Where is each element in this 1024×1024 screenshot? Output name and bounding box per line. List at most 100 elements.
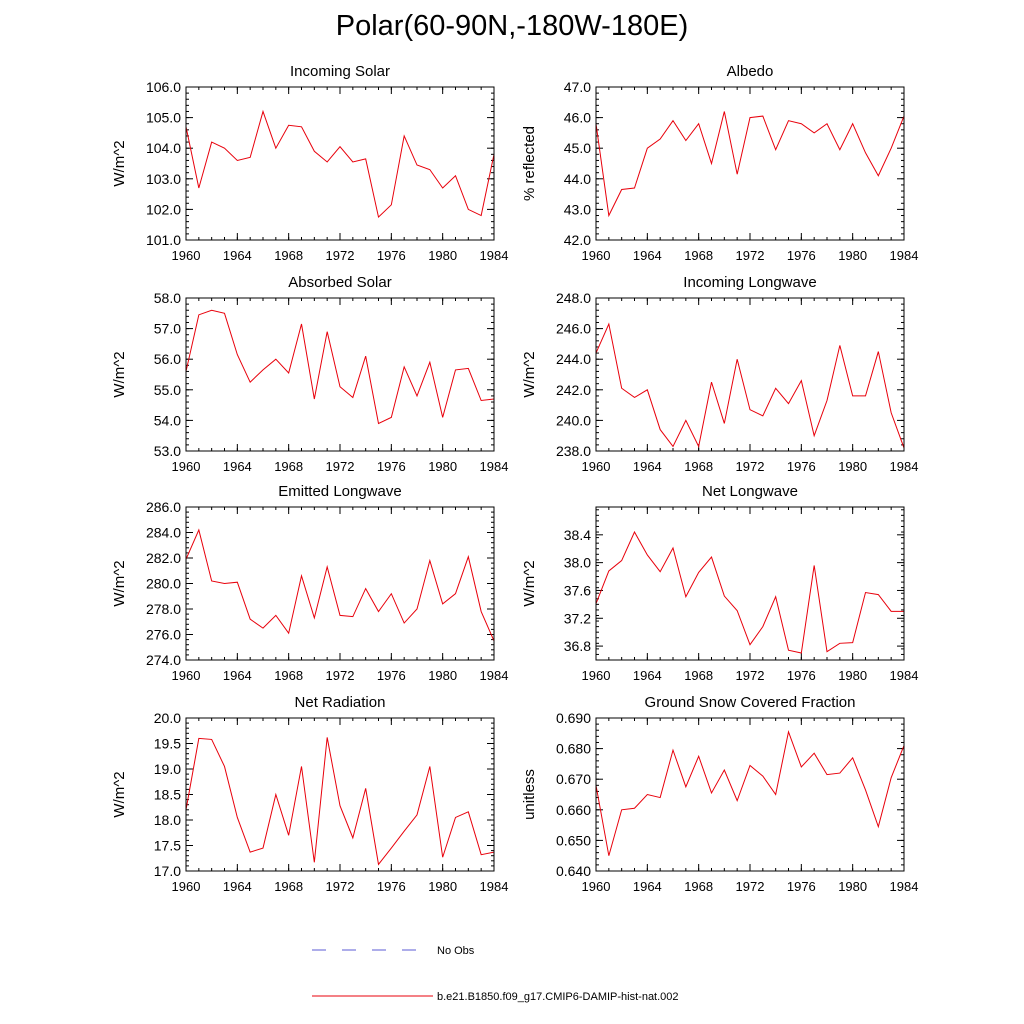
y-tick-label: 278.0 <box>146 601 181 617</box>
x-tick-label: 1972 <box>736 459 765 474</box>
y-tick-label: 53.0 <box>154 443 181 459</box>
y-tick-label: 17.5 <box>154 838 181 854</box>
panel-5: Net Longwave W/m^2 1960 1964 1968 1972 1976 198… <box>521 483 918 683</box>
y-tick-label: 0.640 <box>556 863 591 879</box>
y-tick-label: 37.6 <box>564 582 591 598</box>
x-tick-label: 1964 <box>223 879 252 894</box>
plot-frame <box>595 506 905 661</box>
legend-label: No Obs <box>437 945 475 957</box>
x-tick-label: 1980 <box>428 248 457 263</box>
x-tick-label: 1960 <box>582 459 611 474</box>
y-tick-label: 101.0 <box>146 232 181 248</box>
y-tick-label: 106.0 <box>146 79 181 95</box>
y-tick-label: 0.670 <box>556 771 591 787</box>
panel-0: Incoming Solar W/m^2 1960 1964 1968 1972 1976 1… <box>111 63 508 263</box>
panel-2: Absorbed Solar W/m^2 1960 1964 1968 1972 1976 1… <box>111 274 508 474</box>
x-tick-label: 1960 <box>172 668 201 683</box>
y-tick-label: 0.690 <box>556 710 591 726</box>
y-tick-label: 104.0 <box>146 140 181 156</box>
y-axis-label: W/m^2 <box>111 771 128 817</box>
x-tick-label: 1984 <box>480 879 509 894</box>
x-tick-label: 1984 <box>480 668 509 683</box>
x-tick-label: 1964 <box>633 879 662 894</box>
plot-frame <box>185 506 495 661</box>
x-tick-label: 1980 <box>428 668 457 683</box>
plot-frame <box>185 297 495 452</box>
y-axis-label: unitless <box>521 769 538 820</box>
y-tick-label: 244.0 <box>556 351 591 367</box>
y-axis-label: % reflected <box>521 126 538 201</box>
series-line <box>595 111 905 218</box>
y-tick-label: 0.660 <box>556 802 591 818</box>
y-tick-label: 38.4 <box>564 527 591 543</box>
x-tick-label: 1972 <box>736 668 765 683</box>
y-tick-label: 0.650 <box>556 832 591 848</box>
y-axis-label: W/m^2 <box>111 140 128 186</box>
y-tick-label: 276.0 <box>146 627 181 643</box>
series-line <box>185 528 495 642</box>
y-tick-label: 43.0 <box>564 201 591 217</box>
x-tick-label: 1964 <box>633 459 662 474</box>
x-tick-label: 1964 <box>633 248 662 263</box>
x-tick-label: 1968 <box>274 879 303 894</box>
series-line <box>595 322 905 449</box>
y-tick-label: 19.5 <box>154 736 181 752</box>
panel-title: Emitted Longwave <box>278 483 401 500</box>
x-tick-label: 1984 <box>480 248 509 263</box>
y-tick-label: 46.0 <box>564 110 591 126</box>
series-line <box>595 729 905 856</box>
x-tick-label: 1968 <box>684 459 713 474</box>
x-tick-label: 1968 <box>274 668 303 683</box>
x-tick-label: 1960 <box>582 668 611 683</box>
y-tick-label: 246.0 <box>556 321 591 337</box>
legend: No Obs b.e21.B1850.f09_g17.CMIP6-DAMIP-hi… <box>312 945 679 1003</box>
panel-title: Incoming Longwave <box>683 274 816 291</box>
y-tick-label: 57.0 <box>154 321 181 337</box>
x-tick-label: 1980 <box>428 879 457 894</box>
y-tick-label: 56.0 <box>154 351 181 367</box>
x-tick-label: 1972 <box>736 248 765 263</box>
x-tick-label: 1960 <box>582 248 611 263</box>
y-axis-label: W/m^2 <box>111 351 128 397</box>
x-tick-label: 1980 <box>838 459 867 474</box>
x-tick-label: 1976 <box>787 248 816 263</box>
panel-7: Ground Snow Covered Fraction unitless 1960… <box>521 694 918 894</box>
x-tick-label: 1976 <box>787 459 816 474</box>
x-tick-label: 1972 <box>736 879 765 894</box>
x-tick-label: 1984 <box>890 459 919 474</box>
series-line <box>595 530 904 654</box>
x-tick-label: 1976 <box>377 248 406 263</box>
x-tick-label: 1960 <box>172 248 201 263</box>
x-tick-label: 1984 <box>480 459 509 474</box>
panel-title: Absorbed Solar <box>288 274 391 291</box>
y-tick-label: 18.5 <box>154 787 181 803</box>
x-tick-label: 1960 <box>582 879 611 894</box>
x-tick-label: 1984 <box>890 879 919 894</box>
plot-frame <box>185 86 495 241</box>
y-axis-label: W/m^2 <box>521 351 538 397</box>
panel-title: Net Longwave <box>702 483 798 500</box>
panel-title: Incoming Solar <box>290 63 390 80</box>
y-tick-label: 44.0 <box>564 171 591 187</box>
plot-frame <box>595 717 905 872</box>
y-tick-label: 47.0 <box>564 79 591 95</box>
y-tick-label: 286.0 <box>146 499 181 515</box>
y-tick-label: 36.8 <box>564 638 591 654</box>
x-tick-label: 1984 <box>890 668 919 683</box>
x-tick-label: 1980 <box>838 668 867 683</box>
y-tick-label: 280.0 <box>146 576 181 592</box>
y-tick-label: 54.0 <box>154 412 181 428</box>
y-tick-label: 282.0 <box>146 550 181 566</box>
panel-6: Net Radiation W/m^2 1960 1964 1968 1972 1976 19… <box>111 694 508 894</box>
x-tick-label: 1984 <box>890 248 919 263</box>
y-tick-label: 17.0 <box>154 863 181 879</box>
y-tick-label: 105.0 <box>146 110 181 126</box>
y-tick-label: 45.0 <box>564 140 591 156</box>
page-title: Polar(60-90N,-180W-180E) <box>335 10 689 42</box>
x-tick-label: 1964 <box>223 668 252 683</box>
legend-label: b.e21.B1850.f09_g17.CMIP6-DAMIP-hist-nat… <box>437 991 679 1003</box>
x-tick-label: 1972 <box>326 248 355 263</box>
y-tick-label: 238.0 <box>556 443 591 459</box>
x-tick-label: 1968 <box>274 248 303 263</box>
y-tick-label: 284.0 <box>146 525 181 541</box>
